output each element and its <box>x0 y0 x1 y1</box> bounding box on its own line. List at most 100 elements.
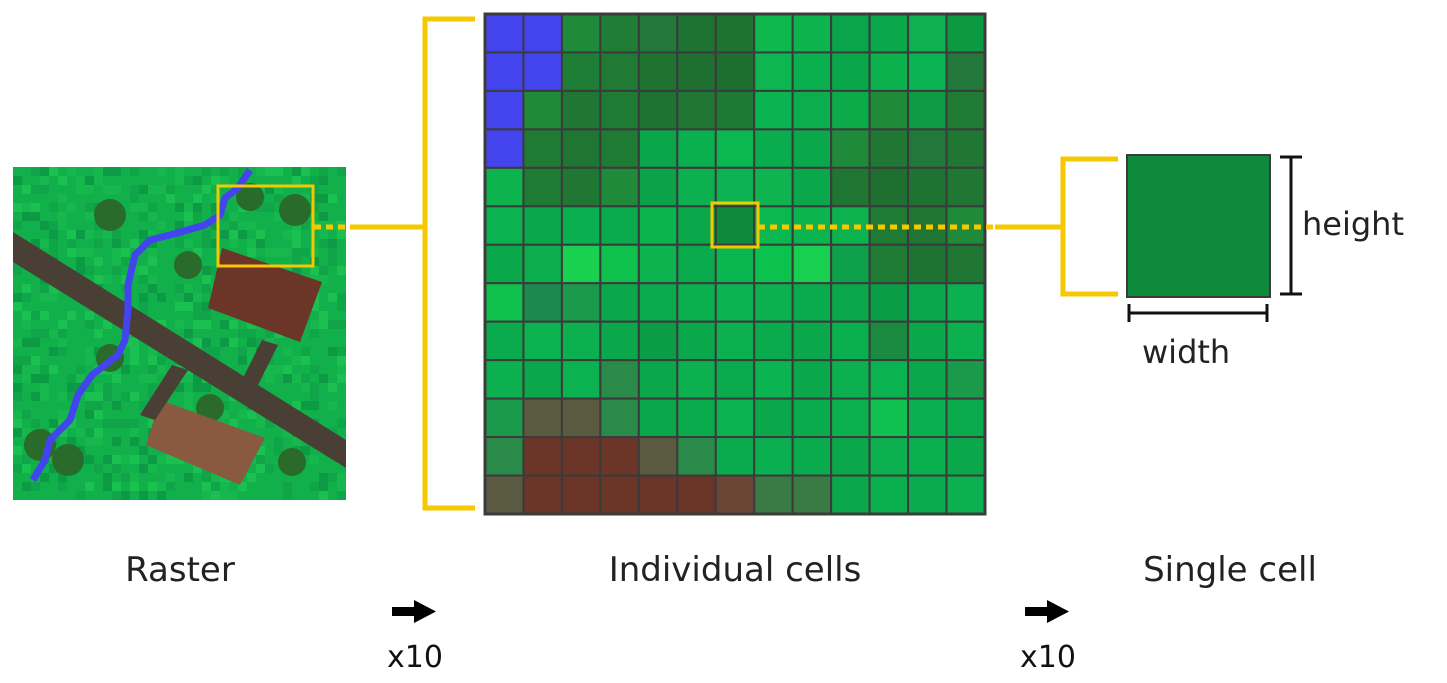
raster-pixel <box>202 275 211 284</box>
raster-pixel <box>220 230 229 239</box>
raster-pixel <box>292 248 301 257</box>
raster-pixel <box>121 473 130 482</box>
raster-pixel <box>94 464 103 473</box>
raster-pixel <box>166 482 175 491</box>
raster-pixel <box>247 329 256 338</box>
raster-pixel <box>337 167 346 176</box>
raster-pixel <box>85 356 94 365</box>
raster-pixel <box>157 320 166 329</box>
raster-pixel <box>31 185 40 194</box>
raster-pixel <box>193 203 202 212</box>
grid-cell <box>945 89 986 131</box>
raster-pixel <box>31 311 40 320</box>
caption-single-cell: Single cell <box>1143 550 1317 590</box>
grid-cell <box>791 436 833 477</box>
raster-pixel <box>13 446 22 455</box>
raster-pixel <box>157 356 166 365</box>
raster-pixel <box>76 230 85 239</box>
raster-pixel <box>310 455 319 464</box>
grid-cell <box>599 89 640 131</box>
raster-pixel <box>76 266 85 275</box>
raster-pixel <box>67 419 76 428</box>
grid-cell <box>484 436 525 477</box>
raster-pixel <box>76 257 85 266</box>
raster-pixel <box>211 347 220 356</box>
raster-pixel <box>319 167 328 176</box>
raster-pixel <box>58 473 67 482</box>
raster-pixel <box>139 491 148 500</box>
raster-pixel <box>319 275 328 284</box>
raster-pixel <box>184 374 193 383</box>
raster-pixel <box>193 464 202 473</box>
grid-cell <box>830 320 871 362</box>
raster-pixel <box>40 167 49 176</box>
raster-pixel <box>148 347 157 356</box>
raster-pixel <box>85 347 94 356</box>
raster-pixel <box>265 167 274 176</box>
raster-pixel <box>292 266 301 275</box>
raster-pixel <box>256 419 265 428</box>
raster-pixel <box>274 185 283 194</box>
driveway <box>242 340 278 385</box>
raster-pixel <box>319 239 328 248</box>
raster-pixel <box>49 293 58 302</box>
grid-cell <box>753 166 794 208</box>
raster-pixel <box>13 419 22 428</box>
grid-cell <box>637 13 679 54</box>
raster-pixel <box>328 383 337 392</box>
raster-pixel <box>211 473 220 482</box>
raster-pixel <box>202 239 211 248</box>
raster-pixel <box>175 455 184 464</box>
raster-pixel <box>58 320 67 329</box>
raster-pixel <box>58 329 67 338</box>
raster-pixel <box>67 392 76 401</box>
single-cell-bracket <box>1060 156 1118 297</box>
raster-pixel <box>301 248 310 257</box>
grid-cell <box>484 51 525 92</box>
raster-pixel <box>319 212 328 221</box>
grid-cell <box>599 359 640 400</box>
raster-pixel <box>292 257 301 266</box>
raster-pixel <box>229 239 238 248</box>
raster-pixel <box>148 257 157 266</box>
raster-pixel <box>139 230 148 239</box>
raster-pixel <box>274 212 283 221</box>
grid-cell <box>907 128 948 169</box>
raster-pixel <box>130 419 139 428</box>
raster-pixel <box>103 473 112 482</box>
raster-pixel <box>13 410 22 419</box>
raster-pixel <box>148 374 157 383</box>
grid-cell <box>907 320 948 362</box>
cell-grid <box>484 13 986 516</box>
stream <box>29 168 253 482</box>
raster-pixel <box>211 221 220 230</box>
raster-pixel <box>94 239 103 248</box>
raster-pixel <box>247 338 256 347</box>
arrow-right-icon <box>1025 600 1069 623</box>
raster-pixel <box>40 365 49 374</box>
raster-pixel <box>130 239 139 248</box>
raster-pixel <box>256 239 265 248</box>
raster-pixel <box>112 482 121 491</box>
raster-pixel <box>67 230 76 239</box>
grid-cell <box>637 243 679 285</box>
grid-cell <box>560 205 602 246</box>
tree <box>278 448 306 476</box>
raster-pixel <box>31 203 40 212</box>
raster-pixel <box>283 428 292 437</box>
raster-pixel <box>211 194 220 203</box>
raster-pixel <box>31 329 40 338</box>
raster-pixel <box>40 329 49 338</box>
grid-cell <box>830 51 871 92</box>
grid-cell <box>637 474 679 516</box>
raster-pixel <box>31 392 40 401</box>
raster-pixel <box>148 365 157 374</box>
grid-cell <box>753 359 794 400</box>
raster-pixel <box>337 293 346 302</box>
grid-cell <box>945 282 986 323</box>
raster-pixel <box>130 482 139 491</box>
raster-pixel <box>292 176 301 185</box>
raster-pixel <box>121 419 130 428</box>
raster-pixel <box>292 374 301 383</box>
grid-cell <box>714 282 756 323</box>
